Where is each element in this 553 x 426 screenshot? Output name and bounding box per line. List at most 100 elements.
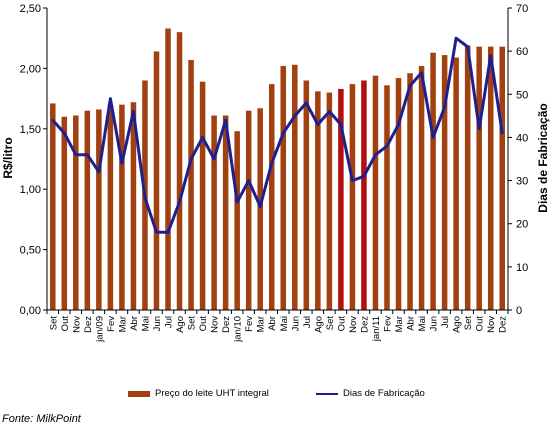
line-point-27	[362, 175, 366, 178]
bar-36	[464, 45, 471, 310]
line-point-5	[109, 97, 112, 100]
bar-33	[430, 52, 436, 311]
legend-item-days: Dias de Fabricação	[316, 388, 425, 399]
bar-9	[153, 51, 160, 310]
y-right-tick-label-3: 30	[516, 176, 528, 188]
line-point-29	[385, 144, 389, 148]
line-point-39	[501, 131, 504, 135]
bar-15	[222, 115, 229, 311]
x-tick-label-18: Mar	[256, 316, 267, 332]
legend-swatch-bar	[128, 390, 150, 397]
x-tick-label-20: Mai	[279, 316, 290, 331]
line-point-19	[270, 162, 273, 165]
y-left-tick-label-0: 0,00	[20, 305, 41, 317]
line-point-8	[143, 196, 147, 200]
line-point-16	[235, 200, 239, 204]
line-point-15	[224, 118, 227, 122]
y-right-tick-label-2: 20	[516, 219, 528, 231]
line-point-14	[212, 157, 216, 161]
bar-6	[119, 104, 125, 310]
line-point-17	[247, 179, 250, 182]
x-tick-label-12: Set	[187, 316, 198, 331]
bar-10	[165, 28, 171, 310]
x-tick-label-21: Jun	[290, 316, 301, 331]
bar-1	[61, 116, 68, 310]
bar-24	[326, 92, 333, 310]
line-point-37	[477, 127, 481, 130]
x-tick-label-13: Out	[198, 316, 209, 332]
bar-34	[441, 55, 448, 310]
plot-area: 0,00 0,50 1,00 1,50 2,00 2,50 0 10 20 30 40 50 60 70 S…	[20, 3, 529, 343]
x-tick-label-7: Abr	[129, 316, 140, 331]
x-tick-label-23: Ago	[313, 316, 324, 333]
bar-7	[130, 102, 137, 310]
line-point-11	[178, 200, 181, 204]
bar-27	[361, 80, 367, 310]
x-tick-label-9: Jun	[152, 316, 163, 331]
x-tick-label-22: Jul	[302, 316, 313, 328]
bar-26	[349, 84, 356, 310]
legend-swatch-line	[316, 392, 338, 395]
line-days-fabrication	[51, 36, 504, 234]
bar-3	[84, 110, 91, 311]
y-left-tick-label-1: 0,50	[20, 245, 41, 257]
y-axis-left-title: R$/litro	[1, 137, 15, 178]
line-point-6	[120, 162, 124, 165]
bar-4	[96, 109, 102, 310]
y-axis-right-title: Dias de Fabricação	[536, 103, 550, 212]
bar-13	[199, 81, 206, 310]
line-point-32	[420, 71, 423, 74]
y-left-tick-label-5: 2,50	[20, 3, 41, 15]
line-point-33	[431, 136, 435, 139]
line-point-23	[316, 123, 320, 126]
y-right-tick-label-5: 50	[516, 89, 528, 101]
bar-32	[418, 65, 425, 310]
x-tick-label-34: Jul	[440, 316, 451, 328]
x-tick-label-31: Abr	[406, 316, 417, 331]
line-point-30	[397, 123, 400, 126]
bar-23	[315, 91, 321, 311]
line-point-12	[189, 157, 193, 161]
bar-28	[372, 75, 379, 310]
x-tick-label-17: Fev	[244, 316, 255, 332]
x-tick-label-29: Fev	[382, 316, 393, 332]
x-tick-label-37: Out	[475, 316, 486, 332]
line-point-21	[293, 114, 296, 118]
bar-38	[487, 46, 494, 310]
line-point-9	[155, 231, 158, 234]
source-note: Fonte: MilkPoint	[2, 413, 81, 425]
x-tick-label-30: Mar	[394, 316, 405, 332]
x-tick-label-38: Nov	[486, 316, 497, 333]
legend-label-days: Dias de Fabricação	[343, 388, 425, 399]
y-right-tick-label-7: 70	[516, 3, 528, 15]
bar-17	[245, 110, 252, 311]
x-tick-label-36: Set	[463, 316, 474, 331]
x-tick-label-28: jan/11	[371, 316, 382, 342]
bar-35	[453, 57, 459, 310]
line-point-1	[63, 131, 66, 135]
legend-label-price: Preço do leite UHT integral	[155, 388, 269, 399]
bar-16	[234, 131, 240, 310]
bar-0	[49, 103, 56, 310]
x-tick-label-0: Set	[48, 316, 59, 331]
x-tick-label-39: Dez	[498, 316, 509, 333]
bar-31	[407, 73, 413, 311]
x-tick-label-25: Out	[336, 316, 347, 332]
bar-29	[384, 85, 390, 310]
y-left-tick-label-3: 1,50	[20, 124, 41, 136]
line-point-0	[51, 118, 54, 122]
line-point-31	[408, 84, 412, 87]
bar-30	[395, 78, 402, 311]
bar-14	[211, 115, 217, 311]
line-point-24	[328, 110, 331, 113]
legend: Preço do leite UHT integral Dias de Fabr…	[0, 388, 553, 404]
line-point-26	[351, 179, 354, 182]
bar-19	[268, 84, 275, 310]
y-left-tick-label-2: 1,00	[20, 184, 41, 196]
line-point-38	[489, 54, 492, 57]
line-point-35	[454, 37, 458, 40]
y-left-tick-label-4: 2,00	[20, 63, 41, 75]
line-point-3	[86, 153, 89, 156]
bar-20	[280, 65, 287, 310]
